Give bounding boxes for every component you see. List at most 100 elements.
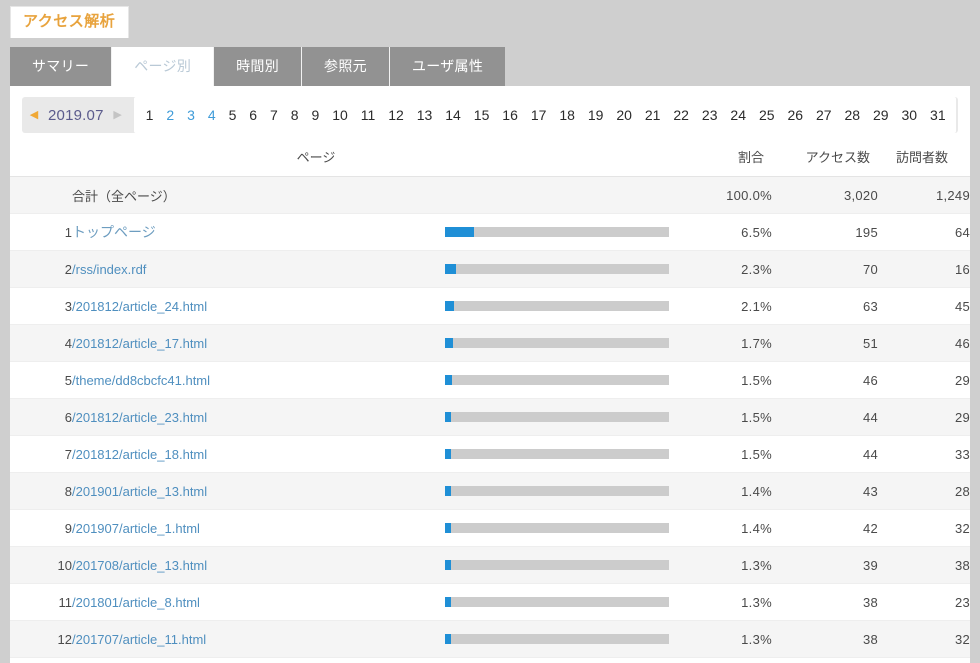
- tab-user-attr[interactable]: ユーザ属性: [389, 47, 506, 86]
- day-3[interactable]: 3: [187, 107, 195, 123]
- day-20[interactable]: 20: [616, 107, 632, 123]
- ratio-bar-fill: [445, 523, 452, 533]
- ratio-bar-fill: [445, 301, 455, 311]
- ratio-bar-fill: [445, 597, 451, 607]
- day-14[interactable]: 14: [445, 107, 461, 123]
- ratio-bar-fill: [445, 338, 453, 348]
- row-bar-cell: [434, 324, 680, 362]
- table-row: 11/201801/article_8.html 1.3% 38 23: [10, 583, 970, 621]
- day-12[interactable]: 12: [388, 107, 404, 123]
- day-21[interactable]: 21: [644, 107, 661, 123]
- row-rank: 12: [10, 620, 72, 658]
- page-link[interactable]: /201707/article_11.html: [72, 631, 207, 647]
- header-rank: [10, 147, 72, 177]
- day-17[interactable]: 17: [530, 107, 547, 123]
- row-bar-cell: [434, 287, 680, 325]
- day-16[interactable]: 16: [502, 107, 518, 123]
- prev-month-arrow-icon[interactable]: ◀: [29, 108, 39, 121]
- table-header-row: ページ 割合 アクセス数 訪問者数: [10, 147, 970, 177]
- day-25[interactable]: 25: [758, 107, 775, 123]
- current-month-label[interactable]: 2019.07: [48, 106, 104, 124]
- day-10[interactable]: 10: [332, 107, 348, 123]
- day-9[interactable]: 9: [311, 107, 320, 123]
- day-22[interactable]: 22: [673, 107, 689, 123]
- page-link[interactable]: /201801/article_8.html: [72, 594, 200, 610]
- row-visitors: 28: [878, 472, 970, 510]
- page-link[interactable]: トップページ: [72, 224, 156, 240]
- row-page-cell: /201708/article_13.html: [72, 546, 434, 584]
- day-selector: 1 2 3 4 5 6 7 8 9 10 11 12 13 14 15 16 17 18 19 20 21 22 23 24 2…: [133, 97, 956, 133]
- day-29[interactable]: 29: [873, 107, 889, 123]
- day-28[interactable]: 28: [844, 107, 861, 123]
- page-link[interactable]: /theme/dd8cbcfc41.html: [72, 372, 211, 388]
- total-rank: [10, 176, 72, 214]
- day-27[interactable]: 27: [815, 107, 832, 123]
- page-link[interactable]: /201812/article_18.html: [72, 446, 208, 462]
- day-19[interactable]: 19: [587, 107, 604, 123]
- ratio-bar-fill: [445, 634, 451, 644]
- row-visitors: 29: [878, 361, 970, 399]
- total-visitors: 1,249: [878, 176, 970, 214]
- day-5[interactable]: 5: [228, 107, 237, 123]
- row-visitors: 23: [878, 583, 970, 621]
- row-bar-cell: [434, 435, 680, 473]
- row-access: 43: [772, 472, 878, 510]
- day-7[interactable]: 7: [270, 107, 278, 123]
- day-6[interactable]: 6: [249, 107, 258, 123]
- day-1[interactable]: 1: [145, 107, 154, 123]
- tab-by-page[interactable]: ページ別: [112, 47, 215, 86]
- day-23[interactable]: 23: [701, 107, 718, 123]
- row-ratio: 1.3%: [680, 546, 772, 584]
- row-ratio: 1.5%: [680, 435, 772, 473]
- tab-referrer[interactable]: 参照元: [302, 47, 390, 86]
- row-ratio: 1.3%: [680, 620, 772, 658]
- row-access: 38: [772, 583, 878, 621]
- row-page-cell: /theme/dd8cbcfc41.html: [72, 361, 434, 399]
- day-18[interactable]: 18: [559, 107, 575, 123]
- row-access: 195: [772, 213, 878, 251]
- row-bar-cell: [434, 250, 680, 288]
- row-bar-cell: [434, 213, 680, 251]
- day-13[interactable]: 13: [416, 107, 433, 123]
- header-page: ページ: [72, 147, 680, 177]
- page-link[interactable]: /rss/index.rdf: [72, 261, 147, 277]
- tab-by-hour[interactable]: 時間別: [214, 47, 303, 86]
- page-link[interactable]: /201907/article_1.html: [72, 520, 200, 536]
- day-24[interactable]: 24: [730, 107, 746, 123]
- day-2[interactable]: 2: [166, 107, 175, 123]
- row-rank: 4: [10, 324, 72, 362]
- day-4[interactable]: 4: [207, 107, 216, 123]
- row-page-cell: /201812/article_23.html: [72, 398, 434, 436]
- page-link[interactable]: /201812/article_17.html: [72, 335, 208, 351]
- day-8[interactable]: 8: [290, 107, 299, 123]
- row-ratio: 1.4%: [680, 509, 772, 547]
- row-access: 38: [772, 620, 878, 658]
- page-link[interactable]: /201812/article_23.html: [72, 409, 208, 425]
- ratio-bar-track: [445, 486, 669, 496]
- row-ratio: 1.4%: [680, 472, 772, 510]
- total-access: 3,020: [772, 176, 878, 214]
- day-31[interactable]: 31: [930, 107, 946, 123]
- page-link[interactable]: /201901/article_13.html: [72, 483, 208, 499]
- row-page-cell: トップページ: [72, 213, 434, 251]
- table-row: 3/201812/article_24.html 2.1% 63 45: [10, 287, 970, 325]
- row-visitors: 29: [878, 398, 970, 436]
- row-rank: 8: [10, 472, 72, 510]
- next-month-arrow-icon[interactable]: ▶: [113, 108, 122, 121]
- row-access: 44: [772, 435, 878, 473]
- row-access: 42: [772, 509, 878, 547]
- day-15[interactable]: 15: [473, 107, 490, 123]
- day-30[interactable]: 30: [901, 107, 918, 123]
- row-ratio: 1.5%: [680, 398, 772, 436]
- table-row: 5/theme/dd8cbcfc41.html 1.5% 46 29: [10, 361, 970, 399]
- row-bar-cell: [434, 620, 680, 658]
- page-link[interactable]: /201708/article_13.html: [72, 557, 208, 573]
- row-visitors: 33: [878, 435, 970, 473]
- row-ratio: 1.7%: [680, 324, 772, 362]
- page-link[interactable]: /201812/article_24.html: [72, 298, 208, 314]
- row-page-cell: /201801/article_8.html: [72, 583, 434, 621]
- day-11[interactable]: 11: [360, 107, 376, 123]
- tab-bar: サマリー ページ別 時間別 参照元 ユーザ属性: [10, 47, 506, 86]
- tab-summary[interactable]: サマリー: [10, 47, 113, 86]
- day-26[interactable]: 26: [787, 107, 804, 123]
